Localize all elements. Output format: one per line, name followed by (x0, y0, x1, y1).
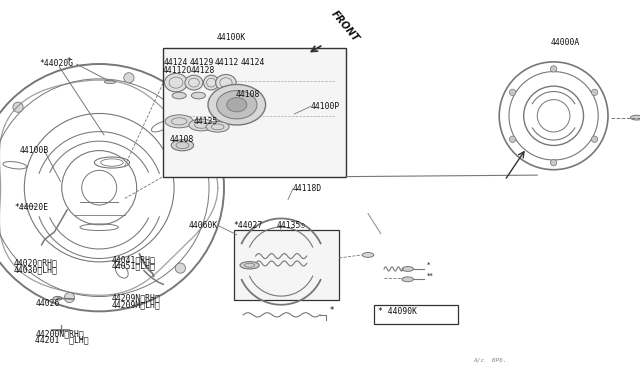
Text: 44124: 44124 (241, 58, 265, 67)
Text: 44000A: 44000A (550, 38, 580, 46)
Ellipse shape (208, 84, 266, 125)
Text: *: * (67, 57, 71, 67)
Text: 44200N〈RH〉: 44200N〈RH〉 (35, 330, 84, 339)
Text: 44100B: 44100B (19, 146, 49, 155)
Text: 44112O: 44112O (163, 66, 192, 75)
Text: 44108: 44108 (170, 135, 194, 144)
Text: 44026: 44026 (35, 299, 60, 308)
Ellipse shape (509, 89, 516, 96)
Text: * 44090K: * 44090K (378, 307, 417, 316)
Text: A/c  0P6.: A/c 0P6. (474, 358, 508, 363)
Text: 44041〈RH〉: 44041〈RH〉 (112, 256, 156, 265)
Ellipse shape (591, 136, 598, 142)
Text: 44100K: 44100K (216, 33, 246, 42)
Text: *44020E: *44020E (14, 203, 48, 212)
Ellipse shape (191, 92, 205, 99)
Text: *44027: *44027 (233, 221, 262, 230)
Text: 44112: 44112 (215, 58, 239, 67)
Text: *: * (427, 262, 430, 268)
Bar (374, 305, 458, 324)
Text: 44209N〈RH〉: 44209N〈RH〉 (112, 294, 161, 303)
Text: 44108: 44108 (236, 90, 260, 99)
Ellipse shape (240, 262, 259, 269)
Text: **: ** (427, 272, 434, 279)
Text: 44128: 44128 (191, 66, 215, 75)
Ellipse shape (402, 277, 413, 282)
Ellipse shape (164, 73, 188, 92)
Text: 44209M〈LH〉: 44209M〈LH〉 (112, 300, 161, 309)
Ellipse shape (205, 153, 215, 163)
Ellipse shape (591, 89, 598, 96)
Ellipse shape (104, 80, 116, 84)
Ellipse shape (65, 292, 75, 303)
Text: FRONT: FRONT (330, 9, 361, 44)
Bar (163, 48, 346, 177)
Text: 44100P: 44100P (310, 102, 340, 111)
Ellipse shape (172, 140, 194, 151)
Ellipse shape (124, 73, 134, 83)
Ellipse shape (216, 74, 236, 91)
Text: 44020〈RH〉: 44020〈RH〉 (14, 259, 58, 268)
Text: 44135☉: 44135☉ (276, 221, 306, 230)
Text: 44060K: 44060K (189, 221, 218, 230)
Ellipse shape (172, 92, 186, 99)
Bar (234, 230, 339, 300)
Ellipse shape (630, 115, 640, 120)
Ellipse shape (227, 97, 247, 112)
Ellipse shape (206, 122, 229, 132)
Ellipse shape (53, 296, 62, 300)
Text: 44201  〈LH〉: 44201 〈LH〉 (35, 336, 89, 345)
Ellipse shape (175, 263, 186, 273)
Text: *44020G: *44020G (40, 58, 74, 68)
Text: 44125: 44125 (193, 117, 218, 126)
Text: *: * (330, 306, 334, 315)
Ellipse shape (204, 75, 219, 90)
Ellipse shape (509, 136, 516, 142)
Text: 44118D: 44118D (293, 184, 323, 193)
Ellipse shape (550, 66, 557, 72)
Ellipse shape (216, 90, 257, 119)
Ellipse shape (402, 267, 413, 271)
Text: 44124: 44124 (164, 58, 188, 67)
Ellipse shape (13, 102, 23, 112)
Ellipse shape (165, 115, 193, 128)
Ellipse shape (185, 75, 203, 90)
Text: 44129: 44129 (189, 58, 214, 67)
Text: 44051〈LH〉: 44051〈LH〉 (112, 262, 156, 271)
Ellipse shape (550, 160, 557, 166)
Text: 44030〈LH〉: 44030〈LH〉 (14, 265, 58, 274)
Ellipse shape (189, 119, 214, 131)
Ellipse shape (362, 253, 374, 257)
